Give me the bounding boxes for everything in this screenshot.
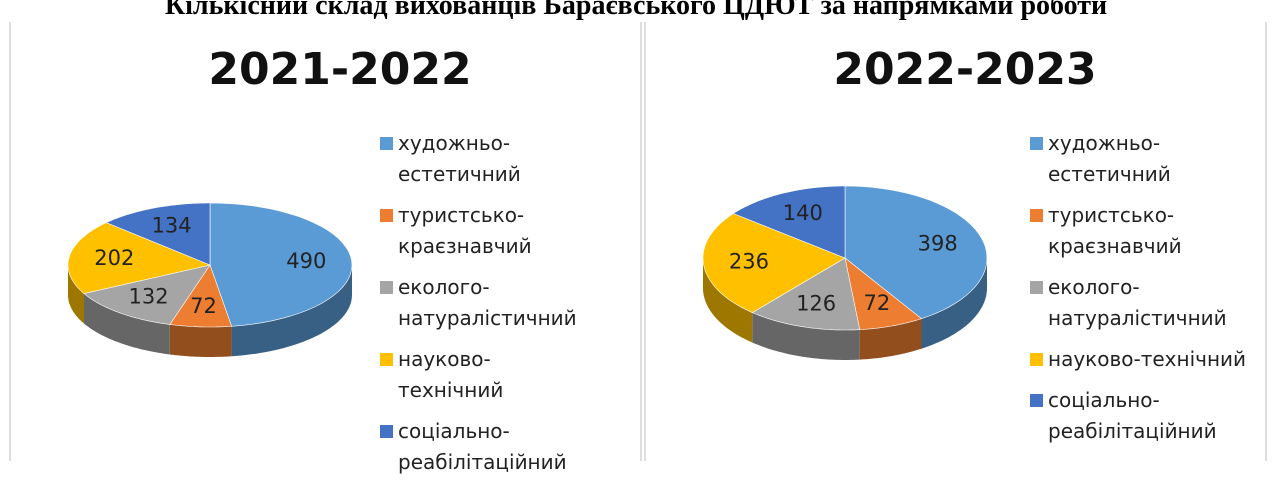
legend-label: науково-технічний [398, 347, 504, 402]
slice [67, 222, 211, 294]
slice-side [703, 258, 753, 343]
legend-item: соціально-реабілітаційний [380, 416, 570, 478]
page: Кількісний склад вихованців Бараєвського… [9, 0, 1270, 474]
data-label: 134 [152, 213, 192, 237]
legend-label: науково-технічний [1048, 347, 1247, 371]
slice-side [231, 265, 352, 357]
legend-swatch [1030, 394, 1043, 407]
data-label: 132 [129, 285, 169, 309]
slice-side [859, 318, 922, 360]
legend: художньо-естетичний туристсько-краєзнавчи… [1030, 128, 1270, 457]
data-label: 72 [863, 291, 890, 315]
legend-item: туристсько-краєзнавчий [1030, 200, 1270, 262]
legend-swatch [380, 425, 393, 438]
legend-label: туристсько-краєзнавчий [1048, 203, 1182, 258]
chart-title: 2021-2022 [208, 44, 471, 95]
slice-side [84, 293, 170, 355]
slice [83, 264, 211, 325]
legend-swatch [380, 281, 393, 294]
legend-label: художньо-естетичний [1048, 131, 1171, 186]
slice [702, 213, 846, 313]
chart: Кількісний склад вихованців Бараєвського… [9, 0, 1267, 461]
legend-swatch [1030, 281, 1043, 294]
legend-item: туристсько-краєзнавчий [380, 200, 570, 262]
slice-side [169, 324, 232, 357]
legend-item: еколого-натуралістичний [1030, 272, 1270, 334]
slice [732, 185, 846, 259]
legend-label: соціально-реабілітаційний [1048, 388, 1217, 443]
data-label: 202 [94, 246, 134, 270]
legend-swatch [380, 209, 393, 222]
page-title: Кількісний склад вихованців Бараєвського… [165, 0, 1107, 21]
chart-title: 2022-2023 [833, 44, 1096, 95]
legend-label: соціально-реабілітаційний [398, 419, 567, 474]
legend-item: еколого-натуралістичний [380, 272, 577, 334]
legend-swatch [380, 137, 393, 150]
slice [844, 185, 988, 320]
slice-side [921, 258, 987, 349]
data-label: 72 [190, 294, 217, 318]
legend-item: соціально-реабілітаційний [1030, 385, 1270, 447]
slice [844, 257, 923, 330]
legend-label: художньо-естетичний [398, 131, 521, 186]
legend-item: науково-технічний [380, 344, 570, 406]
data-label: 490 [286, 249, 326, 273]
data-label: 398 [918, 231, 958, 255]
legend-item: художньо-естетичний [380, 128, 570, 190]
slice [751, 257, 861, 331]
legend-swatch [1030, 209, 1043, 222]
legend-label: туристсько-краєзнавчий [398, 203, 532, 258]
legend: художньо-естетичний туристсько-краєзнавчи… [380, 128, 577, 488]
slice [105, 202, 211, 266]
legend-swatch [1030, 353, 1043, 366]
data-label: 236 [729, 250, 769, 274]
legend-item: науково-технічний [1030, 344, 1270, 375]
data-label: 140 [783, 201, 823, 225]
legend-swatch [380, 353, 393, 366]
slice [169, 264, 233, 328]
data-label: 126 [796, 292, 836, 316]
slice [209, 202, 353, 327]
slice-side [752, 312, 860, 360]
legend-label: еколого-натуралістичний [1048, 275, 1227, 330]
legend-item: художньо-естетичний [1030, 128, 1270, 190]
legend-swatch [1030, 137, 1043, 150]
legend-label: еколого-натуралістичний [398, 275, 577, 330]
